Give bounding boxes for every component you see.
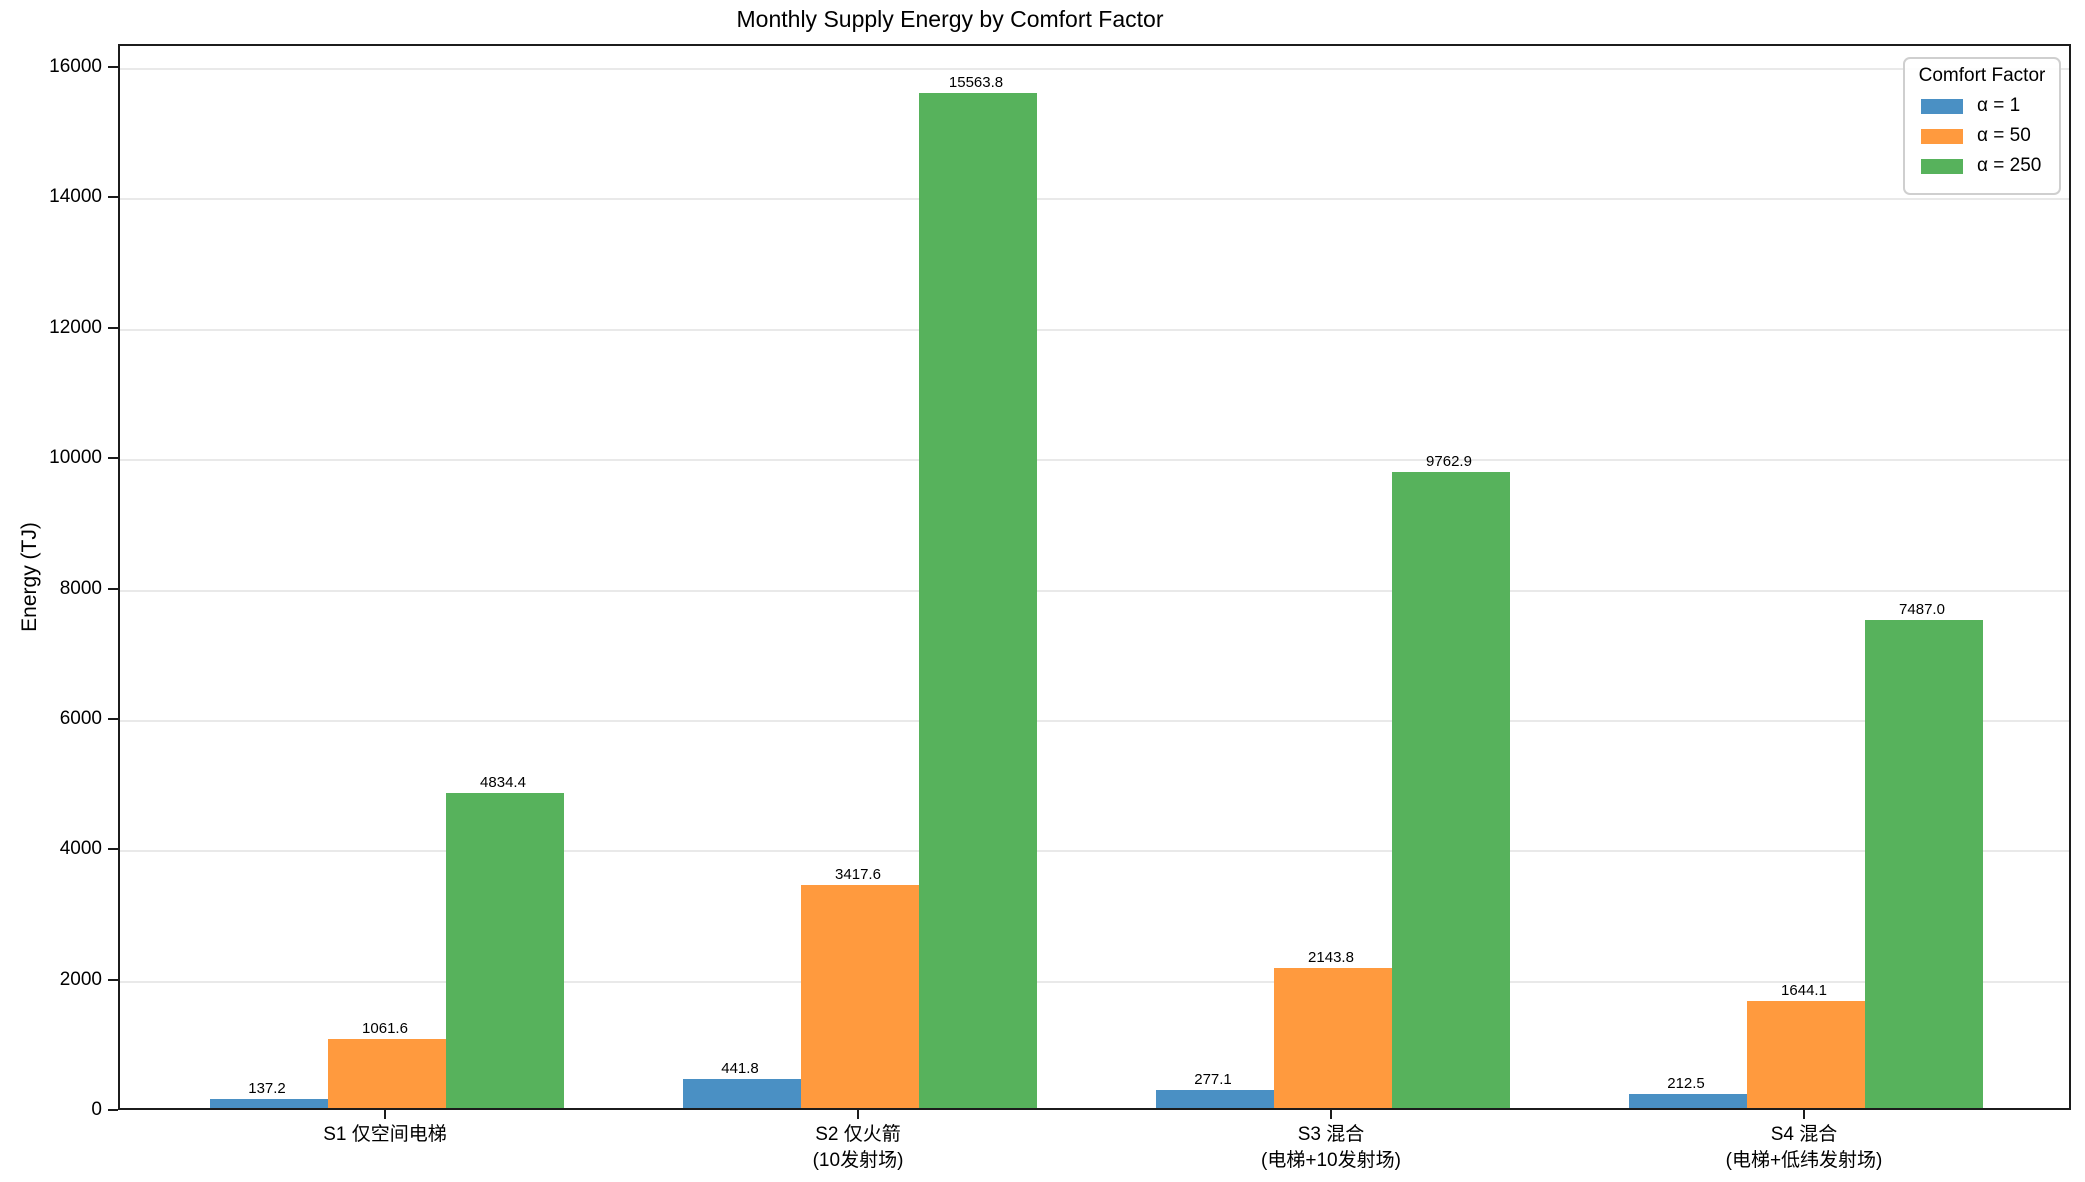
bar-value-label: 1644.1 [1781, 981, 1827, 999]
gridline [120, 589, 2069, 592]
legend-entry-label: α = 250 [1977, 155, 2042, 176]
y-tick-label: 0 [91, 1099, 102, 1120]
gridline [120, 850, 2069, 853]
y-tick-mark [108, 66, 118, 68]
x-tick-label: S3 混合 (电梯+10发射场) [1261, 1122, 1401, 1174]
x-tick-label-line: S4 混合 [1770, 1124, 1838, 1145]
y-tick-mark [108, 587, 118, 590]
gridline [120, 68, 2069, 70]
legend-entry-label: α = 50 [1977, 125, 2031, 146]
y-tick-mark [108, 457, 118, 460]
bar-α=250-group2 [919, 93, 1037, 1108]
y-tick-label: 2000 [59, 968, 102, 990]
bar-α=250-group4 [1865, 619, 1983, 1108]
legend: Comfort Factor α = 1 α = 50 α = 250 [1903, 57, 2061, 195]
legend-entries: α = 1 α = 50 α = 250 [1915, 95, 2049, 177]
legend-swatch-icon [1921, 98, 1963, 114]
y-tick-mark [108, 717, 118, 720]
plot-area [118, 44, 2071, 1110]
y-tick-mark [108, 1109, 118, 1111]
bar-value-label: 137.2 [248, 1080, 286, 1098]
bar-α=1-group1 [210, 1099, 328, 1108]
bar-value-label: 3417.6 [835, 866, 881, 884]
bar-α=50-group1 [328, 1038, 446, 1108]
bar-α=250-group3 [1392, 471, 1510, 1108]
gridline [120, 980, 2069, 983]
y-tick-label: 4000 [59, 838, 102, 860]
y-tick-label: 6000 [59, 707, 102, 729]
x-tick-label-line: (10发射场) [812, 1150, 904, 1171]
bar-α=50-group2 [801, 885, 919, 1108]
gridline [120, 328, 2069, 331]
bar-α=50-group3 [1274, 968, 1392, 1108]
legend-entry-label: α = 1 [1977, 95, 2021, 116]
gridline [120, 198, 2069, 201]
y-tick-label: 10000 [49, 447, 102, 469]
legend-title: Comfort Factor [1918, 65, 2046, 86]
bar-value-label: 441.8 [721, 1060, 759, 1078]
y-tick-label: 12000 [49, 316, 102, 338]
gridline [120, 719, 2069, 722]
bar-α=50-group4 [1747, 1000, 1865, 1108]
x-tick-label-line: (电梯+低纬发射场) [1725, 1150, 1883, 1171]
bar-value-label: 7487.0 [1899, 600, 1945, 618]
x-tick-label-line: S3 混合 [1297, 1124, 1365, 1145]
x-tick-label: S4 混合 (电梯+低纬发射场) [1726, 1122, 1883, 1174]
bar-value-label: 9762.9 [1426, 452, 1472, 470]
x-tick-mark [857, 1110, 859, 1119]
legend-entry: α = 1 [1915, 95, 2049, 117]
y-tick-mark [108, 326, 118, 329]
bar-α=250-group1 [446, 792, 564, 1108]
x-tick-mark [1803, 1110, 1805, 1119]
bar-α=1-group3 [1156, 1089, 1274, 1108]
y-tick-label: 8000 [59, 577, 102, 599]
x-tick-mark [384, 1110, 386, 1119]
x-tick-label-line: S1 仅空间电梯 [323, 1124, 447, 1145]
bar-value-label: 1061.6 [362, 1019, 408, 1037]
y-tick-mark [108, 848, 118, 851]
bar-value-label: 15563.8 [948, 74, 1004, 92]
x-tick-label: S1 仅空间电梯 [323, 1122, 447, 1148]
chart-title: Monthly Supply Energy by Comfort Factor [736, 6, 1164, 32]
y-tick-label: 16000 [49, 56, 102, 77]
bar-value-label: 277.1 [1194, 1070, 1232, 1088]
x-tick-label: S2 仅火箭 (10发射场) [813, 1122, 904, 1174]
legend-swatch-icon [1921, 158, 1963, 174]
x-tick-label-line: (电梯+10发射场) [1261, 1150, 1401, 1171]
legend-entry: α = 250 [1915, 155, 2049, 177]
x-tick-label-line: S2 仅火箭 [815, 1124, 901, 1145]
y-tick-mark [108, 196, 118, 199]
y-tick-mark [108, 978, 118, 981]
legend-entry: α = 50 [1915, 125, 2049, 147]
y-tick-label: 14000 [49, 186, 102, 208]
legend-swatch-icon [1921, 128, 1963, 144]
x-tick-mark [1330, 1110, 1332, 1119]
bar-α=1-group4 [1629, 1094, 1747, 1108]
bar-value-label: 212.5 [1667, 1075, 1705, 1093]
gridline [120, 459, 2069, 462]
bar-value-label: 4834.4 [480, 773, 526, 791]
bar-α=1-group2 [683, 1079, 801, 1108]
bar-value-label: 2143.8 [1308, 949, 1354, 967]
